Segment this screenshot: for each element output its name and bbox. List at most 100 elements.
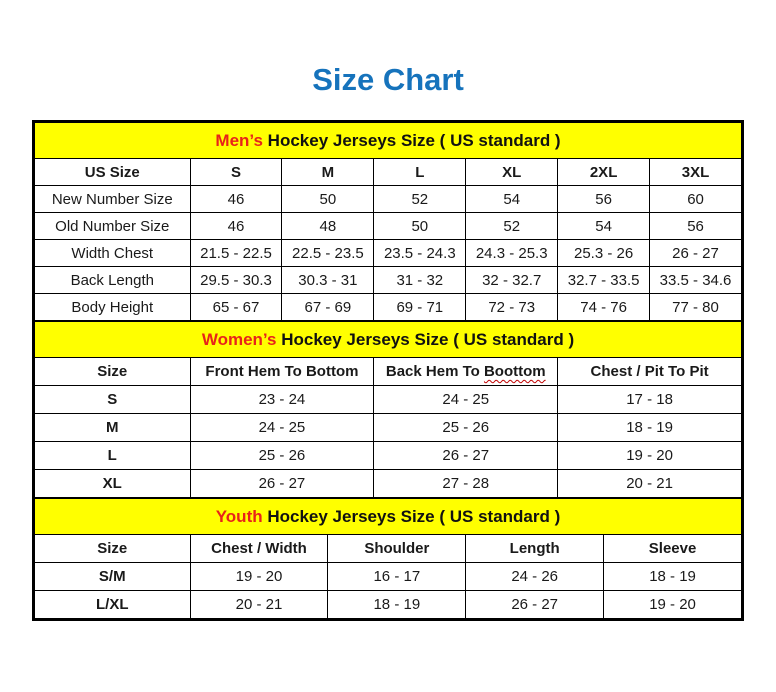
table-row: New Number Size 46 50 52 54 56 60 (34, 185, 742, 213)
size-value: 46 (189, 212, 283, 240)
row-label: S/M (34, 562, 191, 591)
size-value: 18 - 19 (603, 562, 742, 591)
column-header: Sleeve (603, 534, 742, 563)
size-value: 24 - 25 (189, 413, 375, 442)
row-label: S (34, 385, 191, 414)
size-value: 74 - 76 (557, 293, 651, 321)
size-value: 26 - 27 (189, 469, 375, 498)
size-value: 72 - 73 (465, 293, 559, 321)
size-value: 54 (465, 185, 559, 213)
size-table-womens: Women’s Hockey Jerseys Size ( US standar… (34, 321, 742, 498)
size-table-youth: Youth Hockey Jerseys Size ( US standard … (34, 498, 742, 619)
row-label: M (34, 413, 191, 442)
column-header: 2XL (557, 158, 651, 186)
section-heading-youth: Youth Hockey Jerseys Size ( US standard … (34, 498, 742, 535)
size-value: 24 - 25 (373, 385, 559, 414)
section-heading-rest: Hockey Jerseys Size ( US standard ) (276, 329, 575, 349)
column-header-row: US Size S M L XL 2XL 3XL (34, 158, 742, 186)
section-heading-rest: Hockey Jerseys Size ( US standard ) (262, 130, 561, 150)
size-value: 19 - 20 (189, 562, 329, 591)
column-header: US Size (34, 158, 191, 186)
size-value: 25 - 26 (373, 413, 559, 442)
size-value: 20 - 21 (189, 590, 329, 619)
table-row: M 24 - 25 25 - 26 18 - 19 (34, 413, 742, 442)
size-value: 26 - 27 (649, 239, 742, 267)
column-header: S (189, 158, 283, 186)
size-value: 21.5 - 22.5 (189, 239, 283, 267)
size-value: 27 - 28 (373, 469, 559, 498)
size-value: 32.7 - 33.5 (557, 266, 651, 294)
size-value: 77 - 80 (649, 293, 742, 321)
table-row: Width Chest 21.5 - 22.5 22.5 - 23.5 23.5 - … (34, 239, 742, 267)
row-label: New Number Size (34, 185, 191, 213)
section-heading-womens: Women’s Hockey Jerseys Size ( US standar… (34, 321, 742, 358)
table-row: L/XL 20 - 21 18 - 19 26 - 27 19 - 20 (34, 590, 742, 619)
size-value: 19 - 20 (603, 590, 742, 619)
size-value: 31 - 32 (373, 266, 467, 294)
size-value: 56 (557, 185, 651, 213)
row-label: L/XL (34, 590, 191, 619)
size-value: 65 - 67 (189, 293, 283, 321)
section-heading-mens: Men’s Hockey Jerseys Size ( US standard … (34, 122, 742, 159)
size-value: 25.3 - 26 (557, 239, 651, 267)
row-label: Old Number Size (34, 212, 191, 240)
section-heading-rest: Hockey Jerseys Size ( US standard ) (262, 506, 561, 526)
column-header-row: Size Chest / Width Shoulder Length Sleeve (34, 534, 742, 563)
size-value: 26 - 27 (465, 590, 605, 619)
size-value: 19 - 20 (557, 441, 742, 470)
size-value: 50 (281, 185, 375, 213)
table-row: L 25 - 26 26 - 27 19 - 20 (34, 441, 742, 470)
section-heading-accent: Youth (215, 506, 263, 526)
row-label: Body Height (34, 293, 191, 321)
misspelled-word: Boottom (483, 363, 546, 380)
column-header: Length (465, 534, 605, 563)
row-label: XL (34, 469, 191, 498)
size-value: 25 - 26 (189, 441, 375, 470)
table-row: Back Length 29.5 - 30.3 30.3 - 31 31 - 32 32… (34, 266, 742, 294)
table-row: S/M 19 - 20 16 - 17 24 - 26 18 - 19 (34, 562, 742, 591)
column-header: L (373, 158, 467, 186)
column-header: XL (465, 158, 559, 186)
row-label: L (34, 441, 191, 470)
size-value: 52 (465, 212, 559, 240)
size-table-mens: Men’s Hockey Jerseys Size ( US standard … (34, 122, 742, 321)
table-row: XL 26 - 27 27 - 28 20 - 21 (34, 469, 742, 498)
column-header: Front Hem To Bottom (189, 357, 375, 386)
column-header: 3XL (649, 158, 742, 186)
size-value: 60 (649, 185, 742, 213)
table-row: Body Height 65 - 67 67 - 69 69 - 71 72 - 73 7… (34, 293, 742, 321)
table-row: S 23 - 24 24 - 25 17 - 18 (34, 385, 742, 414)
size-value: 69 - 71 (373, 293, 467, 321)
size-value: 30.3 - 31 (281, 266, 375, 294)
size-value: 56 (649, 212, 742, 240)
size-value: 23 - 24 (189, 385, 375, 414)
size-value: 50 (373, 212, 467, 240)
size-value: 22.5 - 23.5 (281, 239, 375, 267)
column-header: Size (34, 357, 191, 386)
size-value: 29.5 - 30.3 (189, 266, 283, 294)
column-header: Chest / Pit To Pit (557, 357, 742, 386)
column-header: Back Hem To Boottom (373, 357, 559, 386)
size-value: 18 - 19 (327, 590, 467, 619)
size-value: 26 - 27 (373, 441, 559, 470)
size-value: 48 (281, 212, 375, 240)
row-label: Width Chest (34, 239, 191, 267)
size-value: 20 - 21 (557, 469, 742, 498)
size-value: 67 - 69 (281, 293, 375, 321)
size-value: 23.5 - 24.3 (373, 239, 467, 267)
section-heading-accent: Women’s (201, 329, 277, 349)
size-value: 54 (557, 212, 651, 240)
row-label: Back Length (34, 266, 191, 294)
size-value: 32 - 32.7 (465, 266, 559, 294)
column-header: Chest / Width (189, 534, 329, 563)
column-header: M (281, 158, 375, 186)
section-heading-accent: Men’s (215, 130, 263, 150)
column-header-row: Size Front Hem To Bottom Back Hem To Boott… (34, 357, 742, 386)
size-value: 18 - 19 (557, 413, 742, 442)
size-value: 52 (373, 185, 467, 213)
table-row: Old Number Size 46 48 50 52 54 56 (34, 212, 742, 240)
column-header: Size (34, 534, 191, 563)
size-value: 24 - 26 (465, 562, 605, 591)
column-header: Shoulder (327, 534, 467, 563)
size-chart: Men’s Hockey Jerseys Size ( US standard … (32, 120, 744, 621)
